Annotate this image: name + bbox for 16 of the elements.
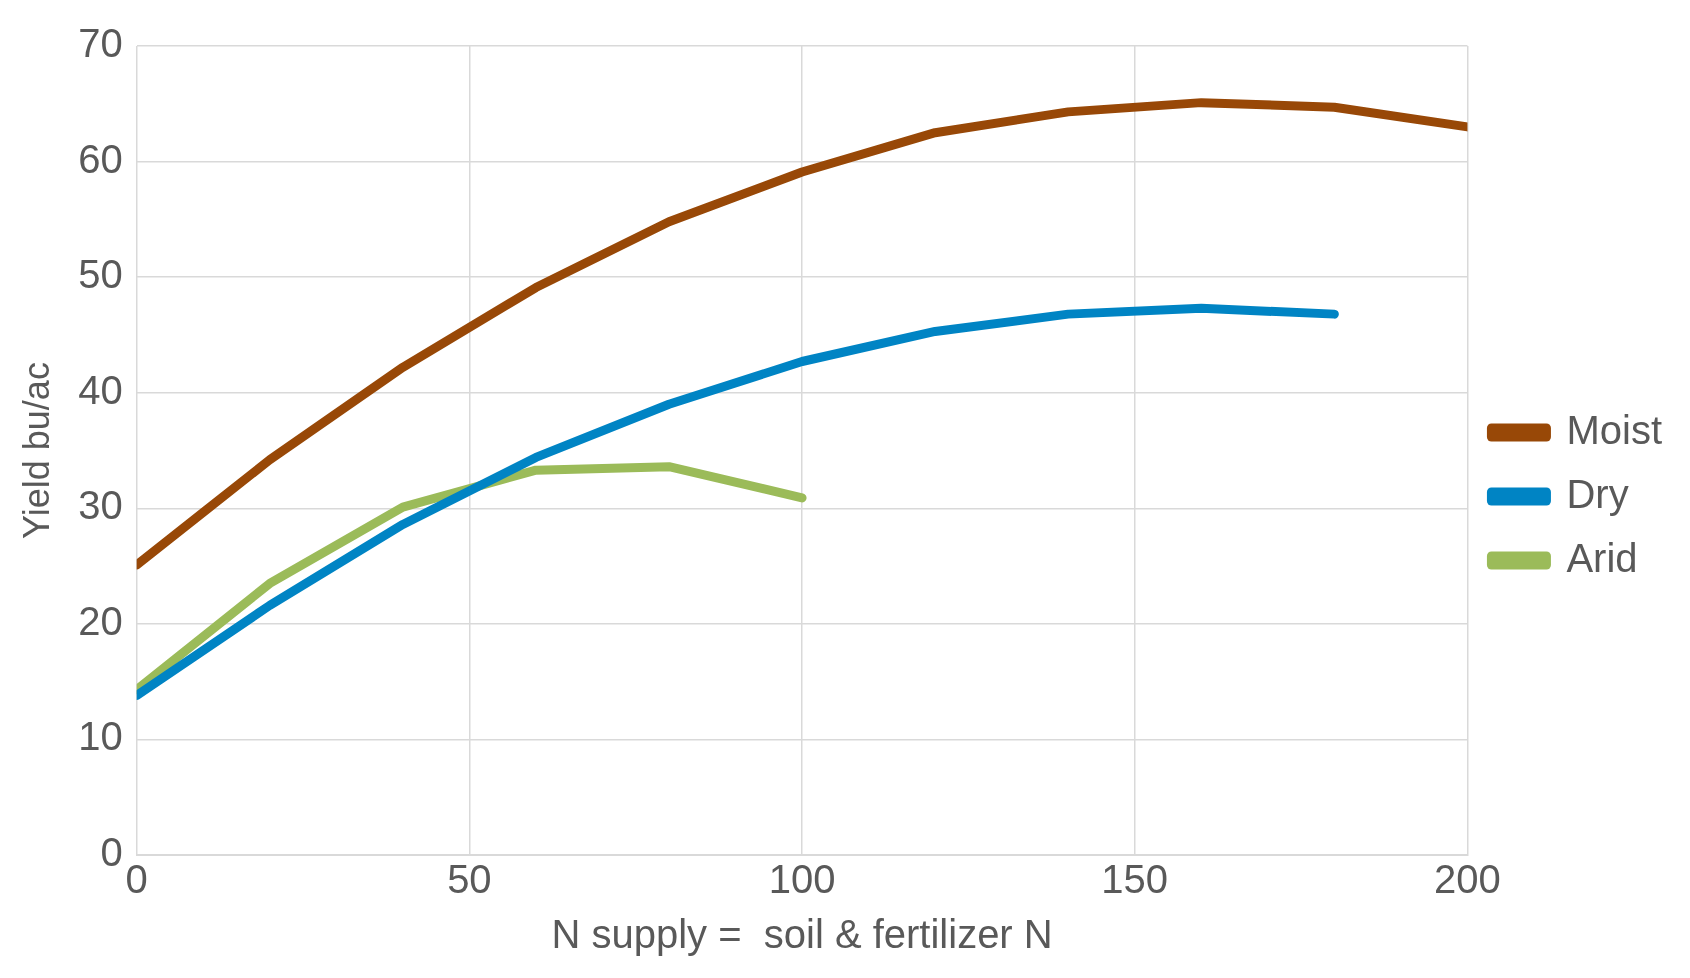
legend-label: Arid: [1566, 535, 1638, 580]
y-tick-label: 20: [78, 598, 123, 643]
y-axis-title: Yield bu/ac: [15, 362, 57, 539]
y-tick-label: 60: [78, 136, 123, 181]
legend-label: Dry: [1566, 471, 1629, 516]
x-tick-label: 150: [1101, 857, 1169, 902]
y-tick-label: 30: [78, 483, 123, 528]
y-tick-label: 50: [78, 252, 123, 297]
y-tick-label: 10: [78, 714, 123, 759]
x-tick-label: 100: [768, 857, 836, 902]
x-tick-label: 50: [447, 857, 492, 902]
y-tick-label: 40: [78, 367, 123, 412]
y-tick-label: 70: [78, 21, 123, 66]
x-axis-title: N supply = soil & fertilizer N: [551, 912, 1053, 957]
x-tick-label: 200: [1434, 857, 1501, 902]
legend-label: Moist: [1566, 407, 1663, 452]
